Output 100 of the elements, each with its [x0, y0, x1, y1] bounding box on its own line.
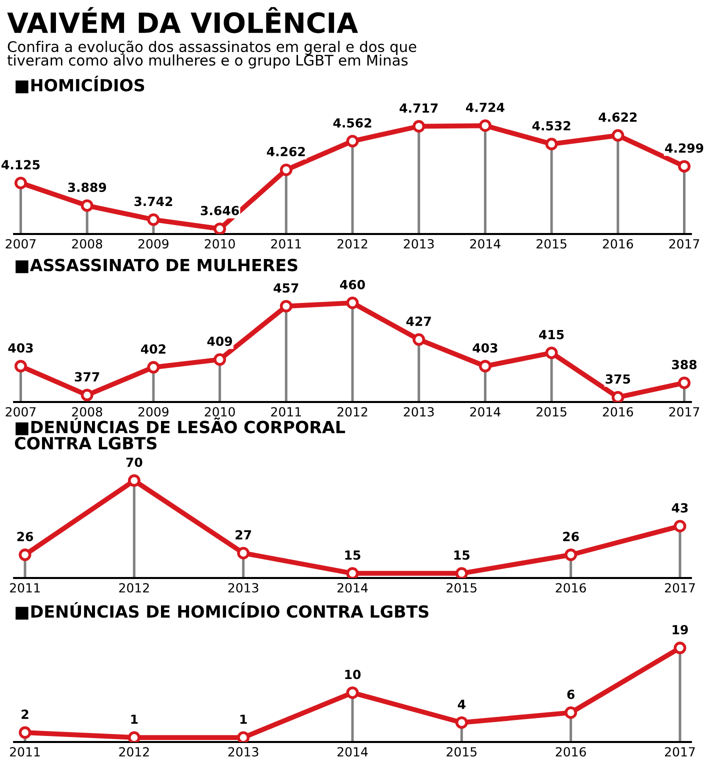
chart-title: ■DENÚNCIAS DE HOMICÍDIO CONTRA LGBTS — [16, 602, 428, 620]
point — [674, 520, 686, 532]
x-tick-label: 2007 — [6, 239, 36, 249]
data-label: 375 — [606, 374, 630, 384]
x-tick-label: 2015 — [446, 583, 476, 593]
point — [455, 716, 468, 729]
chart-title: ■ASSASSINATO DE MULHERES — [16, 258, 298, 274]
x-tick-label: 2013 — [404, 239, 434, 249]
data-label: 15 — [345, 550, 360, 560]
data-label: 26 — [563, 532, 579, 542]
point — [14, 360, 27, 372]
x-tick-label: 2016 — [556, 583, 586, 593]
point — [455, 567, 468, 578]
x-tick-label: 2011 — [271, 239, 301, 249]
point — [18, 548, 32, 562]
x-tick-label: 2009 — [138, 239, 168, 249]
point — [545, 346, 558, 360]
data-label: 415 — [539, 330, 564, 340]
point — [346, 134, 359, 148]
point — [128, 731, 140, 742]
x-tick-label: 2013 — [228, 583, 258, 593]
point — [80, 388, 94, 402]
text: VAIVÉM DA VIOLÊNCIA — [7, 7, 358, 34]
data-label: 409 — [207, 336, 232, 346]
point — [564, 548, 578, 562]
data-label: 4.724 — [466, 102, 504, 112]
text: Confira a evolução dos assassinatos em geral e dos que tiveram como alvo mulheres e o grupo LGBT em Minas — [7, 40, 416, 69]
point — [478, 119, 492, 132]
data-label: 70 — [126, 458, 142, 468]
point — [346, 296, 359, 310]
data-label: 15 — [454, 550, 470, 560]
point — [147, 213, 160, 226]
data-label: 1 — [240, 714, 247, 724]
point — [237, 546, 250, 560]
data-label: 6 — [567, 690, 574, 700]
data-label: 377 — [74, 372, 100, 382]
chart-title: ■DENÚNCIAS DE LESÃO CORPORAL CONTRA LGBTS — [14, 418, 346, 450]
point — [346, 686, 359, 699]
data-label: 4.532 — [532, 121, 570, 130]
x-tick-label: 2014 — [470, 239, 500, 249]
x-tick-label: 2015 — [536, 239, 566, 249]
data-label: 4.125 — [2, 160, 40, 170]
data-label: 10 — [345, 670, 361, 680]
x-tick-label: 2017 — [664, 747, 695, 757]
x-tick-label: 2016 — [602, 239, 634, 249]
point — [280, 164, 292, 176]
data-label: 4.717 — [400, 103, 438, 113]
data-label: 427 — [406, 316, 431, 326]
x-tick-label: 2017 — [669, 239, 700, 249]
data-label: 4.299 — [665, 143, 704, 153]
x-tick-label: 2013 — [404, 407, 434, 417]
x-tick-label: 2010 — [204, 407, 235, 417]
x-tick-label: 2016 — [602, 407, 634, 417]
data-label: 3.646 — [200, 206, 239, 216]
x-tick-label: 2014 — [338, 747, 368, 757]
data-label: 4 — [458, 700, 466, 709]
x-tick-label: 2012 — [338, 407, 368, 417]
x-tick-label: 2007 — [6, 407, 36, 417]
data-label: 457 — [274, 283, 298, 293]
point — [545, 138, 558, 150]
x-tick-label: 2011 — [10, 747, 40, 757]
point — [612, 129, 624, 142]
x-tick-label: 2013 — [228, 747, 258, 757]
x-tick-label: 2012 — [338, 239, 368, 249]
x-tick-label: 2008 — [72, 239, 102, 249]
data-label: 19 — [672, 624, 688, 634]
x-tick-label: 2014 — [470, 407, 500, 417]
x-tick-label: 2015 — [446, 747, 476, 757]
data-label: 388 — [672, 360, 697, 370]
x-tick-label: 2009 — [138, 407, 168, 417]
point — [147, 361, 160, 374]
point — [478, 360, 492, 372]
x-tick-label: 2010 — [204, 239, 235, 249]
data-label: 3.889 — [68, 182, 106, 192]
x-tick-label: 2008 — [72, 407, 102, 417]
point — [412, 333, 426, 346]
data-label: 460 — [340, 280, 365, 290]
point — [612, 391, 624, 402]
x-tick-label: 2017 — [669, 407, 700, 417]
point — [346, 567, 359, 578]
data-label: 402 — [140, 344, 166, 354]
data-label: 4.262 — [266, 146, 305, 156]
x-tick-label: 2011 — [10, 583, 40, 593]
x-tick-label: 2015 — [536, 407, 566, 417]
x-tick-label: 2014 — [338, 583, 368, 593]
point — [128, 474, 140, 487]
point — [412, 120, 426, 133]
data-label: 26 — [17, 532, 34, 542]
point — [80, 199, 94, 212]
data-label: 43 — [672, 503, 688, 513]
point — [678, 160, 691, 173]
x-tick-label: 2011 — [271, 407, 301, 417]
point — [214, 222, 226, 234]
point — [280, 300, 292, 312]
x-tick-label: 2016 — [556, 747, 586, 757]
data-label: 1 — [131, 714, 138, 724]
point — [14, 176, 27, 190]
point — [214, 353, 226, 366]
data-label: 4.562 — [333, 118, 372, 128]
data-label: 403 — [472, 343, 498, 353]
